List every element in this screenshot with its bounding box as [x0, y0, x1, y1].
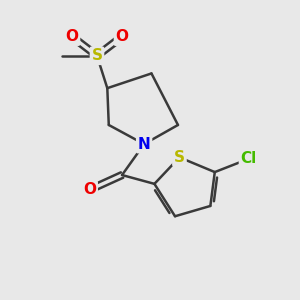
Text: Cl: Cl [241, 151, 257, 166]
Text: S: S [174, 150, 185, 165]
Text: O: O [65, 29, 79, 44]
Text: S: S [92, 48, 103, 63]
Text: O: O [116, 29, 128, 44]
Text: N: N [138, 136, 151, 152]
Text: O: O [83, 182, 96, 197]
